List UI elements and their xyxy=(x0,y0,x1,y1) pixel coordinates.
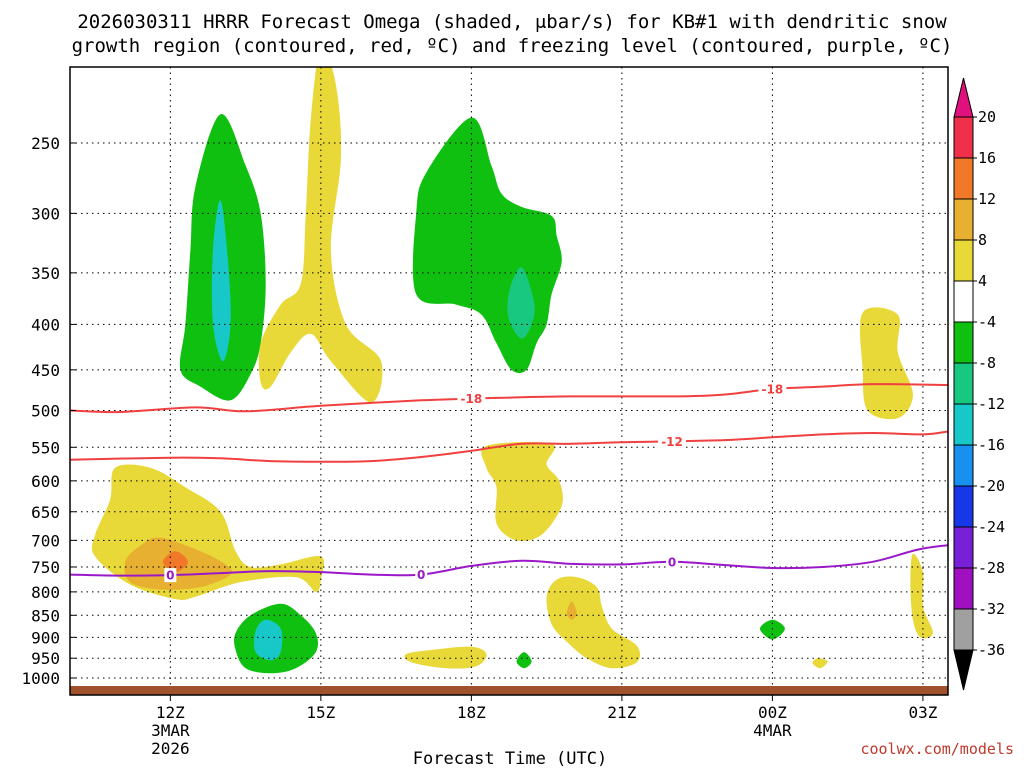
x-tick-label-03Z: 03Z xyxy=(908,703,937,722)
colorbar-label-8: -16 xyxy=(978,436,1005,454)
contour-label-2-2: 0 xyxy=(668,555,676,569)
contour-label-bg xyxy=(758,382,787,397)
credit-text: coolwx.com/models xyxy=(860,740,1014,758)
colorbar-label-7: -12 xyxy=(978,395,1005,413)
x-tick-sublabel-12Z: 3MAR xyxy=(151,721,190,740)
x-tick-label-18Z: 18Z xyxy=(457,703,486,722)
colorbar-label-11: -28 xyxy=(978,559,1005,577)
contour-line-2 xyxy=(70,544,948,577)
colorbar-segment-6 xyxy=(953,362,974,405)
contour-label-0-1: -18 xyxy=(762,383,784,397)
omega-region-sinking-a xyxy=(258,67,383,403)
omega-region-sinking-d-core xyxy=(566,601,577,620)
omega-region-sinking-f xyxy=(859,307,913,420)
colorbar-label-9: -20 xyxy=(978,477,1005,495)
colorbar-segment-10 xyxy=(953,526,974,569)
x-tick-sublabel2-12Z: 2026 xyxy=(151,739,190,758)
colorbar-segment-4 xyxy=(953,280,974,323)
colorbar-segment-9 xyxy=(953,485,974,528)
colorbar-label-6: -8 xyxy=(978,354,996,372)
omega-region-upward-motion-e xyxy=(516,652,532,669)
colorbar: 20 16 12 8 4 -4 -8 -12 -16 -20 -24 -28 -32 -36 xyxy=(953,77,1005,691)
colorbar-segment-7 xyxy=(953,403,974,446)
colorbar-label-4: 4 xyxy=(978,272,987,290)
contour-label-bg xyxy=(666,554,679,569)
y-tick-label-1000: 1000 xyxy=(21,669,60,688)
colorbar-segment-5 xyxy=(953,321,974,364)
y-tick-label-350: 350 xyxy=(31,264,60,283)
x-tick-label-21Z: 21Z xyxy=(607,703,636,722)
contour-label-bg xyxy=(457,391,486,406)
grid-lines xyxy=(70,67,948,695)
x-tick-label-15Z: 15Z xyxy=(306,703,335,722)
y-tick-label-950: 950 xyxy=(31,649,60,668)
contour-label-2-0: 0 xyxy=(166,569,174,583)
y-tick-label-450: 450 xyxy=(31,361,60,380)
contour-label-bg xyxy=(658,434,687,449)
omega-region-sinking-h xyxy=(910,553,933,639)
colorbar-label-5: -4 xyxy=(978,313,996,331)
contour-label-0-0: -18 xyxy=(461,392,483,406)
pressure-axis: 250 300 350 400 450 500 550 600 650 700 750 800 850 9… xyxy=(21,134,76,688)
y-tick-label-600: 600 xyxy=(31,472,60,491)
colorbar-segment-0 xyxy=(953,116,974,159)
omega-region-upward-motion-b-core xyxy=(507,267,535,339)
colorbar-bottom-arrow xyxy=(953,649,974,691)
y-tick-label-650: 650 xyxy=(31,503,60,522)
colorbar-label-1: 16 xyxy=(978,149,996,167)
omega-region-sinking-d xyxy=(546,576,641,669)
y-tick-label-700: 700 xyxy=(31,531,60,550)
contour-label-1-0: -12 xyxy=(661,435,683,449)
colorbar-segment-11 xyxy=(953,567,974,610)
colorbar-label-0: 20 xyxy=(978,108,996,126)
contour-label-bg xyxy=(415,567,428,582)
omega-shading xyxy=(91,67,948,674)
colorbar-segment-3 xyxy=(953,239,974,282)
omega-region-upward-motion-a-core xyxy=(211,200,231,362)
terrain-ground-strip xyxy=(70,686,948,695)
colorbar-top-arrow xyxy=(953,77,974,118)
colorbar-label-10: -24 xyxy=(978,518,1005,536)
y-tick-label-850: 850 xyxy=(31,606,60,625)
plot-frame xyxy=(69,66,949,696)
chart-title-line-1: 2026030311 HRRR Forecast Omega (shaded, … xyxy=(77,11,947,33)
x-axis-label: Forecast Time (UTC) xyxy=(413,749,607,768)
y-tick-label-750: 750 xyxy=(31,558,60,577)
y-tick-label-250: 250 xyxy=(31,134,60,153)
y-tick-label-550: 550 xyxy=(31,438,60,457)
omega-region-upward-motion-d xyxy=(759,619,785,640)
contour-line-1 xyxy=(70,430,948,463)
y-tick-label-800: 800 xyxy=(31,583,60,602)
colorbar-segment-2 xyxy=(953,198,974,241)
colorbar-label-13: -36 xyxy=(978,641,1005,659)
y-tick-label-300: 300 xyxy=(31,204,60,223)
contour-label-2-1: 0 xyxy=(417,568,425,582)
temperature-contours: -18 -18 -12 0 0 0 xyxy=(70,382,948,583)
colorbar-label-3: 8 xyxy=(978,231,987,249)
contour-label-bg xyxy=(164,568,177,583)
omega-region-sinking-j xyxy=(812,658,828,669)
x-tick-sublabel-00Z: 4MAR xyxy=(753,721,792,740)
colorbar-label-2: 12 xyxy=(978,190,996,208)
y-tick-label-400: 400 xyxy=(31,315,60,334)
plot-area: -18 -18 -12 0 0 0 xyxy=(69,66,949,696)
x-tick-label-12Z: 12Z xyxy=(156,703,185,722)
omega-region-sinking-e xyxy=(404,646,487,669)
x-tick-label-00Z: 00Z xyxy=(758,703,787,722)
colorbar-segment-1 xyxy=(953,157,974,200)
colorbar-segment-8 xyxy=(953,444,974,487)
y-tick-label-500: 500 xyxy=(31,402,60,421)
y-tick-label-900: 900 xyxy=(31,628,60,647)
contour-line-0 xyxy=(70,383,948,414)
colorbar-segment-12 xyxy=(953,608,974,651)
omega-region-upward-motion-c-core xyxy=(254,619,283,661)
colorbar-label-12: -32 xyxy=(978,600,1005,618)
omega-region-sinking-c xyxy=(481,442,563,542)
chart-title-line-2: growth region (contoured, red, ºC) and f… xyxy=(72,35,953,57)
